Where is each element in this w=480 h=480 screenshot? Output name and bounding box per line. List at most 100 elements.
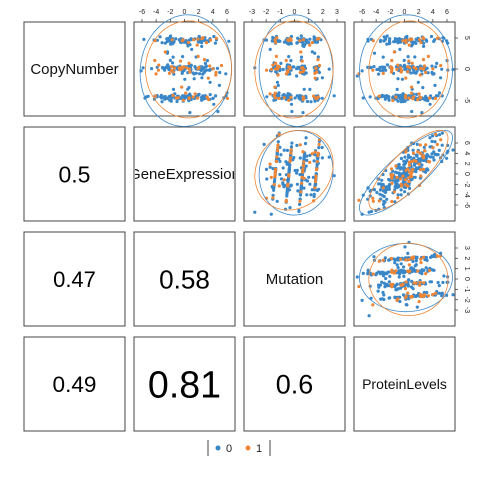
point-r0-c3-g0-235: [349, 69, 352, 72]
point-r0-c1-g0-222: [194, 71, 198, 75]
point-r2-c3-g0-234: [396, 258, 400, 262]
point-r0-c1-g1-24: [195, 43, 199, 47]
point-r0-c2-g1-46: [274, 54, 278, 59]
point-r0-c3-g0-115: [395, 87, 399, 91]
point-r0-c3-g0-202: [430, 64, 434, 68]
point-r1-c2-g0-237: [289, 183, 293, 187]
point-r0-c3-g0-123: [435, 61, 439, 65]
point-r0-c3-g0-247: [409, 71, 413, 75]
point-r1-c2-g1-48: [284, 199, 288, 204]
point-r0-c2-g0-3: [299, 55, 304, 59]
correlation-r2-c0: 0.47: [53, 267, 96, 292]
point-r1-c2-g0-173: [277, 157, 281, 161]
panel-frame-r0-c0: [23, 21, 126, 117]
point-r1-c2-g0-54: [279, 177, 284, 181]
point-r2-c3-g0-155: [414, 259, 418, 263]
point-r0-c1-g1-2: [214, 36, 218, 40]
point-r0-c3-g1-26: [371, 68, 375, 72]
point-r2-c3-g0-116: [403, 245, 407, 249]
point-r1-c2-g0-183: [268, 165, 272, 169]
point-r2-c3-g0-162: [372, 255, 376, 259]
point-r0-c1-g0-153: [150, 67, 154, 71]
point-r0-c2-g1-24: [308, 43, 312, 47]
point-r0-c3-g0-227: [403, 99, 407, 103]
point-r1-c2-g1-50: [299, 190, 303, 194]
point-r1-c3-g1-40: [399, 182, 403, 186]
point-r0-c3-g1-11: [404, 76, 408, 80]
top-tick-label-c1-5: 4: [211, 9, 215, 16]
point-r1-c2-g0-116: [327, 155, 331, 159]
point-r0-c3-g0-252: [387, 39, 391, 43]
ellipse-r1-c3-g1: [368, 129, 449, 211]
point-r1-c3-g1-3: [434, 132, 438, 136]
point-r0-c2-g1-7: [273, 91, 277, 95]
point-r2-c3-g0-20: [388, 274, 392, 278]
point-r0-c3-g0-159: [378, 65, 382, 70]
point-r1-c3-g0-151: [415, 154, 419, 158]
point-r0-c2-g0-206: [317, 70, 321, 75]
top-tick-label-c1-2: -2: [167, 9, 173, 16]
scatter-panel-r1-c2: [253, 127, 336, 221]
point-r0-c1-g0-253: [212, 102, 216, 106]
point-r0-c1-g0-110: [236, 38, 239, 41]
point-r2-c3-g1-17: [394, 269, 398, 273]
point-r1-c2-g1-55: [286, 183, 290, 187]
point-r1-c3-g0-70: [425, 153, 429, 157]
point-r2-c3-g1-35: [399, 257, 403, 261]
point-r1-c3-g0-177: [429, 155, 433, 159]
point-r1-c2-g1-60: [298, 143, 302, 147]
point-r1-c3-g0-131: [422, 145, 426, 149]
point-r0-c3-g1-5: [410, 61, 414, 65]
point-r0-c3-g0-55: [439, 76, 443, 80]
point-r1-c2-g1-2: [317, 142, 321, 147]
point-r0-c3-g0-145: [396, 77, 400, 81]
point-r0-c1-g0-115: [171, 87, 176, 91]
point-r0-c1-g0-201: [211, 96, 215, 100]
point-r0-c1-g1-19: [153, 94, 157, 98]
point-r1-c2-g0-165: [288, 206, 292, 210]
point-r1-c3-g1-51: [412, 159, 416, 163]
point-r1-c3-g0-164: [356, 234, 359, 237]
point-r1-c2-g1-32: [301, 163, 305, 167]
point-r2-c3-g0-205: [420, 269, 424, 273]
point-r2-c3-g0-164: [355, 275, 359, 279]
point-r0-c3-g0-206: [430, 70, 434, 75]
point-r0-c2-g0-111: [295, 41, 299, 45]
point-r1-c2-g1-28: [300, 181, 304, 185]
point-r0-c3-g0-191: [399, 40, 403, 44]
point-r2-c3-g0-219: [380, 270, 384, 274]
point-r0-c3-g0-94: [436, 94, 440, 98]
point-r2-c3-g0-75: [406, 251, 410, 255]
point-r2-c3-g1-34: [422, 281, 426, 285]
right-tick-label-r2-6: -3: [463, 307, 470, 313]
point-r2-c3-g0-248: [395, 282, 399, 286]
point-r0-c2-g0-130: [275, 80, 280, 84]
point-r0-c3-g1-7: [410, 91, 414, 95]
point-r0-c1-g1-59: [181, 38, 185, 42]
point-r0-c3-g0-234: [396, 99, 400, 103]
point-r1-c3-g0-226: [400, 166, 404, 170]
point-r0-c3-g1-59: [409, 38, 413, 42]
point-r0-c1-g0-25: [208, 93, 212, 97]
point-r1-c2-g0-55: [320, 156, 324, 160]
panel-frame-r3-c1: [133, 336, 236, 432]
point-r0-c1-g0-226: [189, 38, 193, 42]
point-r0-c2-g0-211: [281, 67, 285, 72]
point-r0-c2-g1-49: [289, 95, 293, 99]
point-r0-c2-g0-67: [305, 99, 310, 104]
point-r0-c2-g0-241: [298, 97, 302, 101]
point-r1-c3-g1-20: [401, 174, 405, 178]
point-r0-c3-g0-130: [416, 80, 420, 84]
point-r2-c3-g0-109: [377, 285, 381, 289]
point-r1-c2-g0-111: [295, 143, 299, 147]
top-tick-label-c3-1: -4: [373, 9, 379, 16]
correlation-r3-c2: 0.6: [276, 370, 314, 400]
point-r1-c3-g0-59: [366, 197, 370, 201]
point-r0-c1-g1-39: [181, 98, 185, 102]
point-r0-c3-g0-198: [397, 37, 401, 41]
point-r1-c2-g1-57: [276, 146, 280, 150]
point-r1-c3-g0-208: [410, 177, 414, 181]
point-r0-c3-g0-249: [396, 41, 400, 45]
point-r0-c2-g1-56: [314, 66, 318, 70]
point-r1-c2-g1-34: [288, 156, 292, 160]
